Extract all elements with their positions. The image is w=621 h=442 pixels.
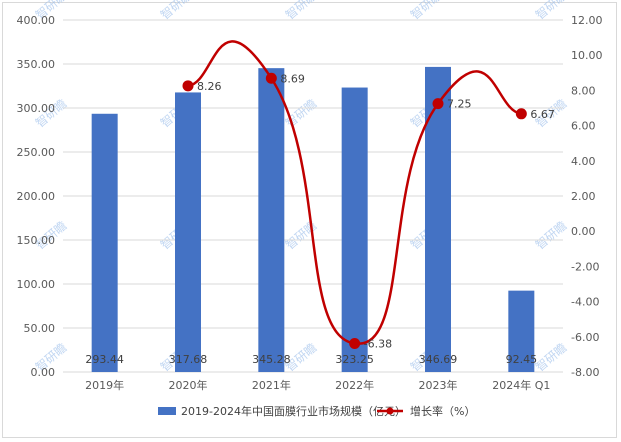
growth-rate-label: -6.38 (364, 337, 392, 350)
bar (341, 87, 368, 372)
bar (258, 68, 285, 373)
growth-rate-label: 6.67 (530, 108, 555, 121)
right-axis-tick-label: 12.00 (571, 14, 603, 27)
growth-rate-point (265, 72, 277, 84)
category-label: 2021年 (252, 378, 291, 392)
category-label: 2020年 (169, 378, 208, 392)
line-series (182, 40, 527, 349)
left-axis-tick-label: 100.00 (17, 278, 56, 291)
bar (508, 290, 535, 372)
bar (91, 113, 118, 372)
legend-bar-swatch (158, 407, 176, 415)
watermark-text: 智研瞻 (157, 0, 194, 22)
right-axis-tick-label: 8.00 (571, 84, 596, 97)
growth-rate-label: 8.26 (197, 80, 222, 93)
right-axis-tick-label: 0.00 (571, 225, 596, 238)
bar-series (91, 66, 535, 373)
bar (425, 66, 451, 372)
right-axis-tick-label: -8.00 (571, 366, 599, 379)
bar (175, 92, 201, 373)
right-axis-tick-label: 4.00 (571, 155, 596, 168)
growth-rate-point (515, 108, 527, 120)
right-axis-tick-label: 2.00 (571, 190, 596, 203)
category-label: 2019年 (85, 378, 124, 392)
watermark-text: 智研瞻 (532, 218, 569, 253)
right-axis-tick-label: -4.00 (571, 296, 599, 309)
growth-rate-point (349, 337, 361, 349)
bar-value-label: 293.44 (85, 353, 124, 366)
growth-rate-label: 7.25 (447, 98, 472, 111)
legend-line-marker (386, 407, 394, 415)
legend-bar-label: 2019-2024年中国面膜行业市场规模（亿元） (181, 404, 406, 418)
data-labels: 293.44 317.68 345.28 323.25 346.69 92.45 8.26 8… (85, 72, 554, 366)
watermark-text: 智研瞻 (282, 0, 319, 22)
growth-rate-point (182, 80, 194, 92)
watermark-text: 智研瞻 (532, 340, 569, 375)
category-label: 2023年 (419, 378, 458, 392)
left-axis-tick-label: 50.00 (24, 322, 56, 335)
right-axis-tick-label: 6.00 (571, 120, 596, 133)
growth-rate-point (432, 98, 444, 110)
legend-line-label: 增长率（%） (410, 404, 475, 418)
right-axis-tick-label: 10.00 (571, 49, 603, 62)
gridlines (63, 19, 563, 373)
bar-value-label: 92.45 (506, 353, 538, 366)
left-axis-tick-label: 0.00 (31, 366, 56, 379)
left-axis-tick-label: 250.00 (17, 146, 56, 159)
left-axis-tick-label: 300.00 (17, 102, 56, 115)
axes: 0.00 50.00 100.00 150.00 200.00 250.00 300.00 3… (17, 14, 603, 392)
left-axis-tick-label: 150.00 (17, 234, 56, 247)
category-label: 2024年 Q1 (492, 378, 550, 392)
right-axis-tick-label: -6.00 (571, 331, 599, 344)
bar-value-label: 323.25 (335, 353, 374, 366)
watermark-text: 智研瞻 (407, 0, 444, 22)
right-axis-tick-label: -2.00 (571, 260, 599, 273)
bar-value-label: 346.69 (419, 353, 458, 366)
left-axis-tick-label: 350.00 (17, 58, 56, 71)
left-axis-tick-label: 400.00 (17, 14, 56, 27)
category-label: 2022年 (335, 378, 374, 392)
bar-value-label: 317.68 (169, 353, 208, 366)
legend: 2019-2024年中国面膜行业市场规模（亿元） 增长率（%） (158, 404, 475, 418)
watermark-text: 智研瞻 (532, 0, 569, 22)
bar-value-label: 345.28 (252, 353, 291, 366)
growth-rate-label: 8.69 (280, 72, 305, 85)
left-axis-tick-label: 200.00 (17, 190, 56, 203)
